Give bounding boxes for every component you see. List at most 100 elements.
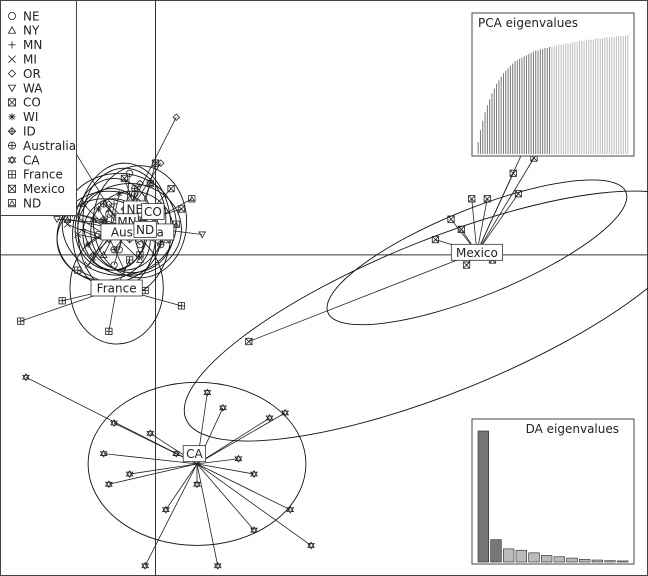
legend-symbol-ne [7,11,16,20]
point-ca-4 [125,470,134,479]
legend-label-ne: NE [23,9,40,23]
spoke-ca-3 [108,463,198,485]
point-ca-2 [99,449,108,458]
spoke-mexico-3 [476,173,514,253]
point-co-0 [167,185,175,193]
center-label-ne: NE [123,200,147,218]
da-eigenvalues-bar-10 [604,560,616,563]
point-mi-2 [84,261,92,269]
point-france-3 [105,327,113,335]
point-co-1 [151,159,160,167]
legend-label-id: ID [23,125,36,139]
point-ca-7 [203,388,212,397]
point-ca-13 [193,480,201,489]
point-nd-2 [146,179,154,188]
da-eigenvalues-bar-3 [515,549,527,563]
svg-text:NE: NE [127,202,144,216]
point-mn-5 [121,266,128,274]
spoke-mexico-2 [476,157,535,253]
legend-label-mexico: Mexico [23,182,65,196]
spoke-ca-19 [165,463,198,510]
legend-label-co: CO [23,96,41,110]
pca-eigenvalues-title: PCA eigenvalues [478,16,578,30]
legend-symbol-mn [8,41,16,49]
spoke-mn-5 [108,236,125,271]
da-eigenvalues-title: DA eigenvalues [526,422,619,436]
point-mexico-4 [514,190,523,198]
point-mexico-0 [245,337,253,346]
point-ca-12 [250,470,258,479]
point-australia-3 [157,241,165,249]
da-eigenvalues-bar-0 [477,430,489,563]
point-wa-1 [198,231,207,239]
point-ne-0 [105,210,113,218]
ellipse-mexico [326,179,628,326]
spoke-mexico-0 [248,251,478,342]
legend-label-mi: MI [23,53,37,67]
group-center-labels: NECOMNAustraliaNDFranceCAMexico [90,200,503,463]
point-ca-0 [21,373,30,382]
spoke-ca-9 [196,412,286,465]
spoke-wa-3 [56,218,120,225]
spoke-mexico-4 [476,193,519,253]
da-eigenvalues-bar-9 [591,559,603,563]
svg-text:ND: ND [136,223,154,237]
point-nd-0 [188,195,196,203]
spoke-mexico-5 [476,198,488,253]
point-ny-4 [79,199,87,207]
point-mexico-6 [468,195,476,203]
legend-symbol-co [7,98,16,107]
point-mexico-8 [462,261,471,269]
legend-label-nd: ND [23,197,41,211]
point-ca-9 [281,408,290,417]
da-eigenvalues-inset: DA eigenvalues [471,418,635,565]
point-mn-0 [79,226,87,233]
spoke-mi-0 [77,234,104,240]
legend-label-or: OR [23,67,41,81]
legend-symbol-wa [7,84,17,93]
point-ca-1 [110,419,118,428]
point-wi-2 [84,241,92,248]
point-wa-3 [53,216,61,224]
spoke-ca-4 [129,463,198,475]
point-france-6 [126,256,134,264]
center-label-ca: CA [182,445,206,463]
point-id-2 [89,251,98,259]
legend-symbol-france [7,170,16,179]
point-ca-3 [104,480,113,489]
legend-label-australia: Australia [23,139,76,153]
point-ca-6 [172,449,181,458]
svg-text:France: France [97,282,137,296]
point-mi-0 [74,230,82,238]
point-ca-19 [161,505,170,514]
legend-label-wa: WA [23,81,43,95]
spoke-ca-2 [103,453,198,465]
point-co-3 [120,174,129,183]
center-label-nd: ND [133,220,157,238]
legend-symbol-or [7,69,17,78]
point-france-0 [17,317,25,325]
point-mexico-9 [431,235,440,244]
point-id-0 [99,215,108,223]
spoke-mi-4 [67,223,104,240]
spoke-mexico-6 [471,198,478,253]
point-mexico-3 [509,169,517,177]
point-ny-0 [89,215,98,223]
legend-symbol-australia [7,141,16,150]
point-nd-4 [136,251,144,259]
spoke-ca-11 [196,458,239,465]
point-france-5 [58,297,66,305]
spoke-mn-2 [92,236,110,261]
point-mexico-7 [447,215,455,223]
da-eigenvalues-bar-11 [617,560,629,563]
point-ca-5 [146,429,155,438]
point-ca-14 [250,526,258,535]
svg-text:CA: CA [186,447,203,461]
point-mexico-11 [457,225,465,233]
legend: NENYMNMIORWACOWIIDAustraliaCAFranceMexic… [0,0,77,216]
svg-text:CO: CO [144,205,162,219]
point-australia-0 [100,200,108,208]
point-ny-5 [136,255,144,263]
da-eigenvalues-bar-8 [579,559,591,563]
